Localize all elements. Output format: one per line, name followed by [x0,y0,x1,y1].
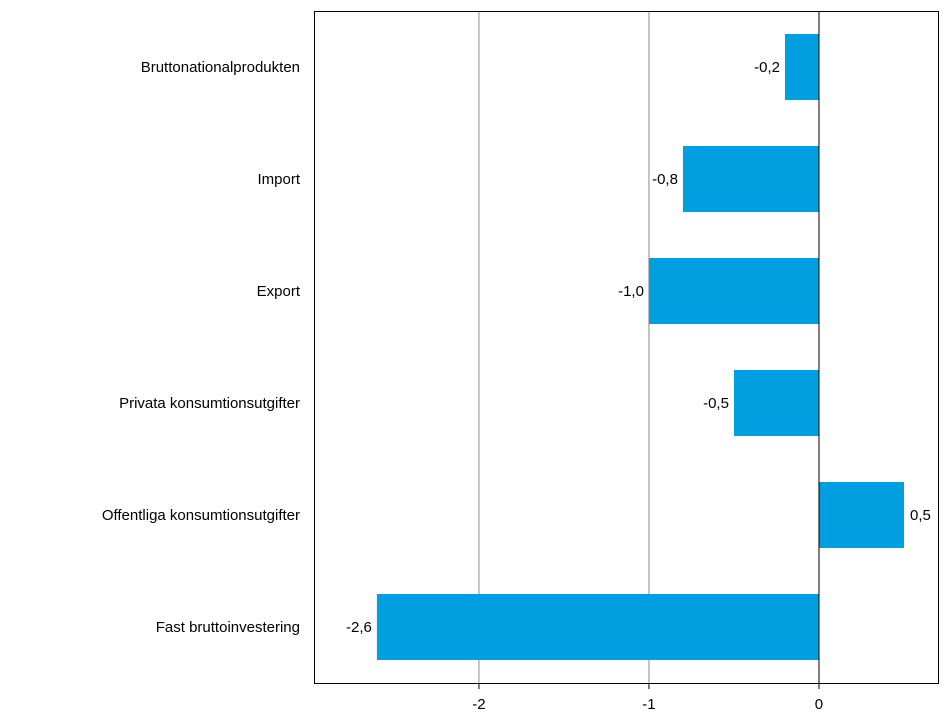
value-label-5: -2,6 [346,619,372,636]
category-label-5: Fast bruttoinvestering [156,619,300,636]
bar-1 [682,146,819,212]
category-label-4: Offentliga konsumtionsutgifter [102,507,300,524]
plot-frame [314,11,939,684]
bar-2 [648,258,819,324]
bar-4 [818,482,904,548]
category-label-0: Bruttonationalprodukten [141,59,300,76]
value-label-0: -0,2 [754,59,780,76]
category-labels: Bruttonationalprodukten Import Export Priva… [102,59,301,636]
bar-0 [784,34,819,100]
x-tick-label-2: 0 [815,696,823,713]
value-label-2: -1,0 [618,283,644,300]
x-tick-label-0: -2 [472,696,485,713]
value-label-3: -0,5 [703,395,729,412]
bar-3 [733,370,819,436]
category-label-1: Import [257,171,300,188]
value-labels: -0,2 -0,8 -1,0 -0,5 0,5 -2,6 [346,59,931,636]
bar-5 [376,594,819,660]
value-label-1: -0,8 [652,171,678,188]
gridlines [478,11,650,683]
value-label-4: 0,5 [910,507,931,524]
category-label-3: Privata konsumtionsutgifter [119,395,300,412]
x-axis-ticks: -2 -1 0 [472,683,823,713]
category-label-2: Export [257,283,301,300]
bars [376,34,904,660]
x-tick-label-1: -1 [642,696,655,713]
